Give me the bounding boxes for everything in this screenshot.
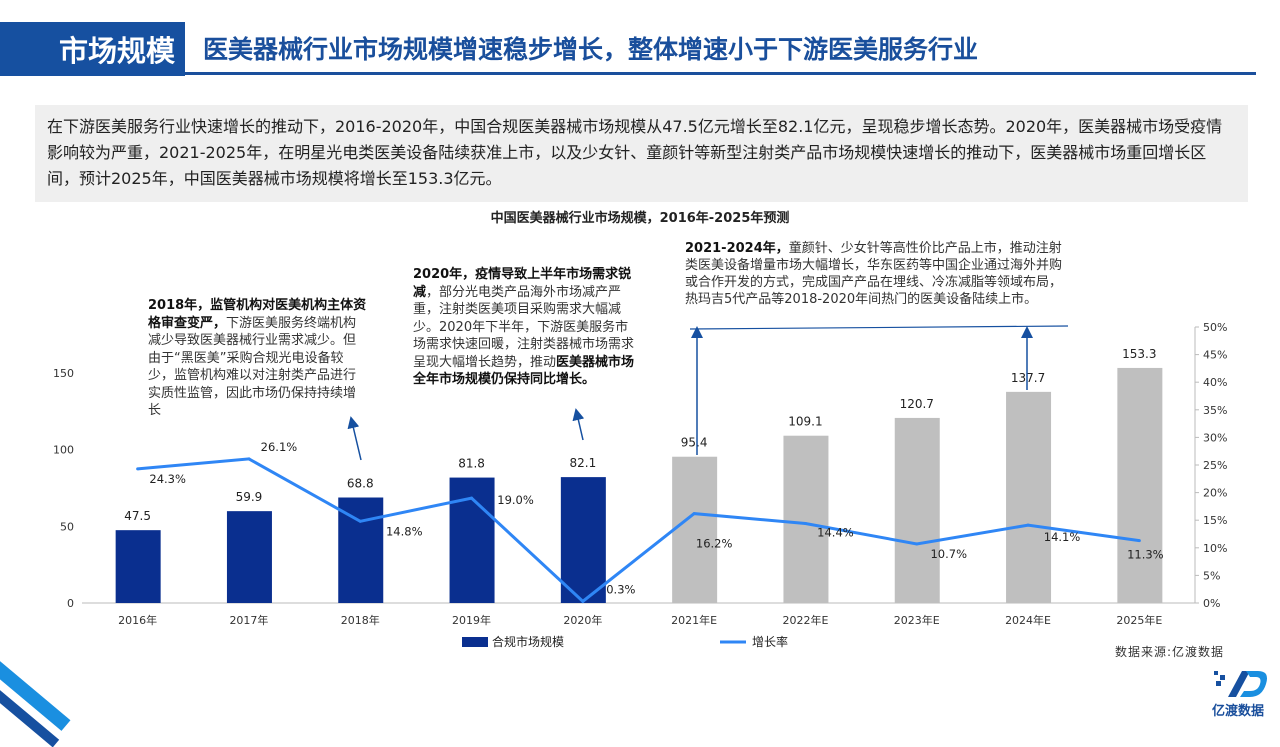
right-tick-label: 20% [1203,487,1227,500]
bar-value-label: 82.1 [569,456,596,470]
logo-icon [1214,671,1267,697]
annotation-2020: 2020年，疫情导致上半年市场需求锐减，部分光电类产品海外市场减产严重，注射类医… [413,266,635,389]
chart: 0 50 100 150 0% 5% 10% 15% 20% 25% 30% 35% 40% 45% 50%… [53,321,1227,649]
category-label: 2023年E [894,613,940,627]
section-label: 市场规模 [0,22,185,76]
annotation-arrow [572,408,585,441]
right-tick-label: 30% [1203,431,1227,444]
category-label: 2016年 [118,613,157,627]
growth-value-label: 14.1% [1044,530,1081,544]
left-tick-label: 100 [53,444,74,457]
bar-value-label: 153.3 [1122,347,1156,361]
bar-value-label: 81.8 [458,457,485,471]
growth-value-label: 24.3% [149,472,186,486]
left-tick-label: 50 [60,520,74,533]
right-tick-label: 45% [1203,349,1227,362]
growth-value-label: 26.1% [261,440,298,454]
bar-value-label: 120.7 [900,397,934,411]
right-tick-label: 35% [1203,404,1227,417]
annotation-text: 童颜针、少女针等高性价比产品上市，推动注射类医美设备增量市场大幅增长，华东医药等… [685,241,1063,307]
intro-paragraph: 在下游医美服务行业快速增长的推动下，2016-2020年，中国合规医美器械市场规… [35,105,1248,202]
legend-line-label: 增长率 [752,634,788,649]
bar [115,530,161,603]
category-label: 2022年E [782,613,828,627]
bar [1117,367,1163,603]
growth-value-label: 11.3% [1127,548,1164,562]
growth-value-label: 14.4% [817,526,854,540]
growth-point [692,512,696,516]
right-tick-label: 40% [1203,376,1227,389]
right-tick-label: 15% [1203,514,1227,527]
annotation-2021-2024: 2021-2024年，童颜针、少女针等高性价比产品上市，推动注射类医美设备增量市… [685,240,1070,308]
bar-value-label: 68.8 [347,477,374,491]
bar [338,497,384,603]
growth-value-label: 19.0% [497,493,534,507]
left-tick-label: 150 [53,367,74,380]
annotation-text: 下游医美服务终端机构减少导致医美器械行业需求减少。但由于“黑医美”采购合规光电设… [148,315,357,419]
category-label: 2019年 [452,613,491,627]
growth-line [137,457,1140,604]
category-label: 2018年 [341,613,380,627]
growth-point [470,496,474,500]
growth-point [915,542,919,546]
bar-value-label: 47.5 [124,509,151,523]
title-underline [185,72,1256,75]
growth-point [136,467,140,471]
growth-value-label: 16.2% [696,537,733,551]
growth-point [358,519,362,523]
logo-text: 亿渡数据 [1212,704,1265,719]
annotation-bold: 2020年，疫情导致上半年市场需求锐减 [413,267,632,300]
annotation-text: ，部分光电类产品海外市场减产严重，注射类医美项目采购需求大幅减少。2020年下半… [413,284,635,370]
annotation-bold: 2018年，监管机构对医美机构主体资格审查变严， [148,298,367,331]
bar-value-label: 95.4 [681,436,708,450]
growth-point [247,457,251,461]
right-tick-label: 25% [1203,459,1227,472]
growth-point [581,599,585,603]
growth-value-label: 10.7% [930,547,967,561]
bar [449,477,495,603]
bar [560,477,606,603]
bar [783,435,829,603]
legend-bar-swatch [462,637,488,647]
chart-title: 中国医美器械行业市场规模，2016年-2025年预测 [490,211,790,226]
annotation-arrow [347,416,362,461]
bar [672,456,718,603]
left-tick-label: 0 [67,597,74,610]
bar-value-label: 137.7 [1011,371,1045,385]
annotation-bold: 2021-2024年， [685,241,789,256]
legend-bar-label: 合规市场规模 [492,634,564,649]
growth-value-label: 0.3% [606,582,635,596]
category-label: 2024年E [1005,613,1051,627]
page-title: 医美器械行业市场规模增速稳步增长，整体增速小于下游医美服务行业 [203,35,979,64]
category-label: 2021年E [671,613,717,627]
category-label: 2017年 [229,613,268,627]
growth-value-label: 14.8% [386,524,423,538]
category-label: 2025年E [1116,613,1162,627]
section-text: 市场规模 [58,34,175,68]
annotation-bracket-line [689,325,1069,330]
bar-value-label: 109.1 [788,415,822,429]
bar [226,511,272,603]
bar [894,417,940,603]
data-source: 数据来源:亿渡数据 [1115,645,1225,659]
bar [1006,391,1052,603]
right-tick-label: 10% [1203,542,1227,555]
right-tick-label: 50% [1203,321,1227,334]
growth-point [803,522,807,526]
growth-point [1137,539,1141,543]
bar-value-label: 59.9 [236,490,263,504]
right-tick-label: 5% [1203,569,1220,582]
growth-point [1026,523,1030,527]
annotation-2018: 2018年，监管机构对医美机构主体资格审查变严，下游医美服务终端机构减少导致医美… [148,297,368,420]
right-tick-label: 0% [1203,597,1220,610]
category-label: 2020年 [563,613,602,627]
annotation-bold: 医美器械市场全年市场规模仍保持同比增长。 [413,354,635,388]
